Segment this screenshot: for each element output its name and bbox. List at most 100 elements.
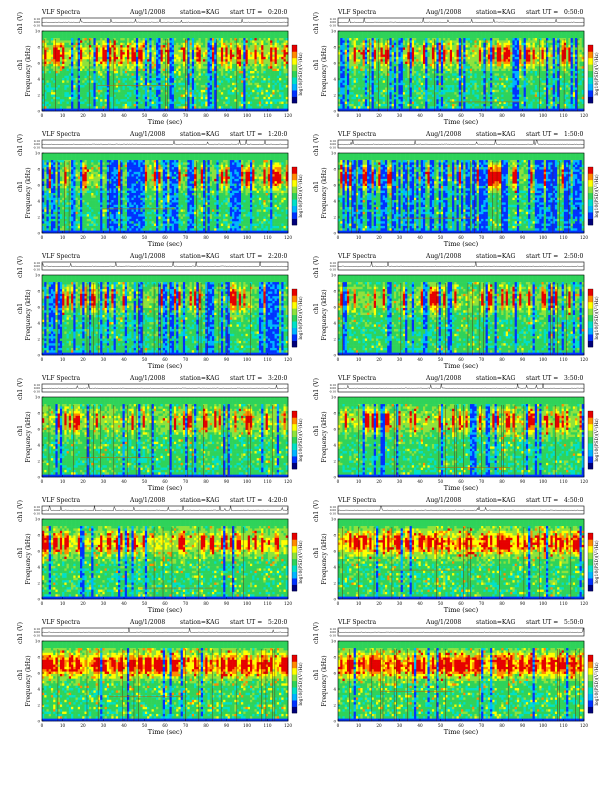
time-tick-label: 70 — [479, 113, 485, 118]
panel-start-ut: 2:50:0 — [564, 253, 583, 260]
time-tick-label: 50 — [438, 357, 444, 362]
time-tick-label: 20 — [80, 601, 86, 606]
panel-station-label: station=KAG — [180, 497, 219, 504]
frequency-tick-label: 2 — [37, 581, 40, 586]
spectrogram-image — [338, 519, 585, 600]
time-tick-label: 90 — [520, 357, 526, 362]
time-tick-label: 50 — [438, 723, 444, 728]
panel-start-prefix: start UT = — [230, 131, 262, 138]
time-tick-label: 30 — [101, 357, 107, 362]
time-tick-label: 20 — [376, 235, 382, 240]
panel-date-label: Aug/1/2008 — [425, 375, 461, 382]
waveform-tick-label: -0.10 — [329, 267, 336, 271]
waveform-tick-label: 0.10 — [330, 139, 336, 143]
waveform-tick-label: 0.00 — [34, 20, 40, 24]
spectrogram-panel: VLF Spectra Aug/1/2008 station=KAG start UT… — [17, 131, 304, 248]
waveform-tick-label: 0.00 — [330, 630, 336, 634]
colorbar — [291, 410, 298, 470]
time-tick-label: 60 — [458, 723, 464, 728]
time-tick-label: 110 — [560, 479, 568, 484]
time-tick-label: 0 — [41, 113, 44, 118]
waveform-tick-label: 0.10 — [330, 505, 336, 509]
waveform-frame — [41, 627, 289, 637]
time-tick-label: 120 — [284, 601, 292, 606]
time-tick-label: 0 — [337, 357, 340, 362]
colorbar-label: log10(PSD)(V²/Hz) — [297, 52, 304, 95]
waveform-frame — [337, 627, 585, 637]
time-tick-label: 50 — [438, 113, 444, 118]
time-tick-label: 50 — [142, 601, 148, 606]
panel-plot-title: VLF Spectra — [337, 375, 377, 382]
colorbar — [587, 44, 594, 104]
time-tick-label: 10 — [60, 723, 66, 728]
colorbar — [291, 44, 298, 104]
waveform-tick-label: 0.00 — [34, 630, 40, 634]
frequency-tick-label: 4 — [37, 687, 40, 692]
time-tick-label: 20 — [376, 479, 382, 484]
panel-plot-title: VLF Spectra — [41, 9, 81, 16]
waveform-tick-label: 0.10 — [34, 261, 40, 265]
spectrogram-image — [338, 31, 585, 112]
time-tick-label: 10 — [356, 235, 362, 240]
frequency-tick-label: 0 — [37, 719, 40, 724]
time-tick-label: 80 — [499, 723, 505, 728]
frequency-tick-label: 0 — [333, 597, 336, 602]
frequency-tick-label: 10 — [35, 517, 41, 522]
time-tick-label: 100 — [243, 357, 251, 362]
frequency-tick-label: 8 — [333, 533, 336, 538]
frequency-tick-label: 2 — [333, 581, 336, 586]
time-tick-label: 100 — [539, 357, 547, 362]
time-tick-label: 110 — [560, 235, 568, 240]
frequency-tick-label: 8 — [333, 289, 336, 294]
frequency-tick-label: 2 — [37, 703, 40, 708]
colorbar-label: log10(PSD)(V²/Hz) — [297, 296, 304, 339]
spectrogram-panel: VLF Spectra Aug/1/2008 station=KAG start UT… — [17, 497, 304, 614]
time-tick-label: 10 — [356, 601, 362, 606]
time-tick-label: 40 — [121, 479, 127, 484]
frequency-tick-label: 8 — [333, 167, 336, 172]
panel-date-label: Aug/1/2008 — [425, 619, 461, 626]
panel-start-ut: 1:50:0 — [564, 131, 583, 138]
frequency-tick-label: 0 — [333, 475, 336, 480]
time-tick-label: 100 — [243, 723, 251, 728]
waveform-ylabel: ch1 (V) — [17, 622, 24, 644]
waveform-ylabel: ch1 (V) — [17, 134, 24, 156]
time-axis-label: Time (sec) — [148, 240, 183, 248]
time-tick-label: 0 — [41, 235, 44, 240]
waveform-ylabel: ch1 (V) — [17, 256, 24, 278]
time-tick-label: 80 — [499, 235, 505, 240]
channel-axis-label: ch1 — [313, 547, 320, 558]
panel-date-label: Aug/1/2008 — [425, 131, 461, 138]
frequency-tick-label: 6 — [333, 305, 336, 310]
time-tick-label: 40 — [121, 235, 127, 240]
time-tick-label: 60 — [458, 601, 464, 606]
panel-date-label: Aug/1/2008 — [425, 497, 461, 504]
spectrogram-panel: VLF Spectra Aug/1/2008 station=KAG start UT… — [313, 619, 600, 736]
waveform-tick-label: 0.10 — [330, 261, 336, 265]
colorbar — [291, 166, 298, 226]
panel-station-label: station=KAG — [476, 497, 515, 504]
waveform-tick-label: -0.10 — [329, 389, 336, 393]
time-tick-label: 120 — [284, 235, 292, 240]
time-tick-label: 90 — [520, 479, 526, 484]
time-tick-label: 20 — [80, 235, 86, 240]
time-tick-label: 30 — [101, 601, 107, 606]
frequency-tick-label: 2 — [37, 337, 40, 342]
frequency-tick-label: 6 — [37, 549, 40, 554]
frequency-tick-label: 6 — [333, 427, 336, 432]
waveform-tick-label: -0.10 — [33, 267, 40, 271]
time-tick-label: 80 — [203, 357, 209, 362]
time-tick-label: 20 — [80, 113, 86, 118]
time-axis-label: Time (sec) — [444, 606, 479, 614]
time-tick-label: 70 — [479, 601, 485, 606]
frequency-tick-label: 8 — [37, 45, 40, 50]
time-tick-label: 20 — [80, 723, 86, 728]
panel-start-prefix: start UT = — [230, 375, 262, 382]
time-axis-label: Time (sec) — [444, 362, 479, 370]
frequency-tick-label: 0 — [37, 597, 40, 602]
frequency-tick-label: 10 — [331, 273, 337, 278]
panel-start-prefix: start UT = — [526, 9, 558, 16]
frequency-tick-label: 10 — [331, 639, 337, 644]
time-tick-label: 100 — [243, 235, 251, 240]
